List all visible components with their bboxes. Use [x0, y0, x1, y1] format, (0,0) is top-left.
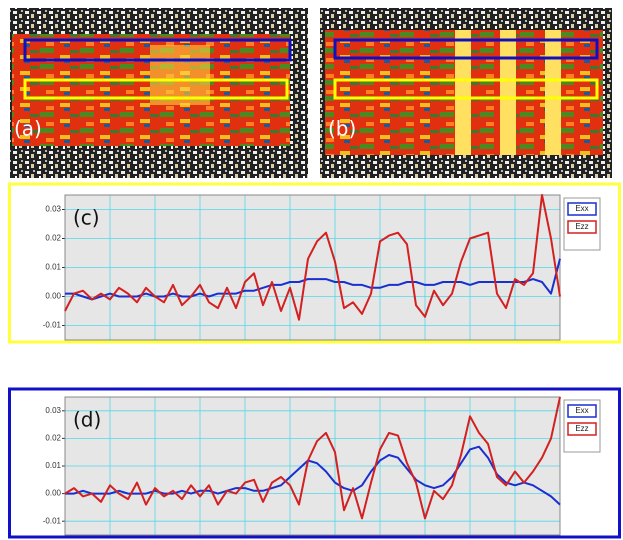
legend-box	[563, 197, 601, 251]
annotation: (d)	[73, 408, 101, 432]
y-tick-label: 0.00	[45, 292, 61, 301]
yellow-region	[23, 78, 289, 100]
blue-region	[23, 38, 292, 62]
panel-label: (b)	[328, 117, 356, 141]
chart-body: -0.01 0.00 0.01 0.02 0.03 Exx Ezz (c)	[43, 194, 601, 341]
y-tick-label: 0.01	[45, 461, 61, 470]
panel-b: (b)	[320, 8, 612, 178]
panel-label: (a)	[14, 117, 42, 141]
y-tick-label: 0.03	[45, 406, 61, 415]
blue-region	[333, 38, 599, 60]
y-tick-label: -0.01	[43, 321, 62, 330]
data-line	[64, 396, 561, 520]
y-tick-label: 0.03	[45, 205, 61, 214]
data-line	[65, 258, 561, 301]
legend-label: Exx	[575, 204, 588, 213]
legend-swatch	[567, 404, 597, 418]
legend-label: Ezz	[575, 424, 588, 433]
hot-band	[545, 30, 561, 155]
legend-swatch	[567, 422, 597, 436]
plot-frame	[64, 396, 561, 536]
hot-band	[500, 30, 516, 155]
legend-swatch	[567, 202, 597, 216]
legend-label: Exx	[575, 406, 588, 415]
y-tick-label: 0.00	[45, 489, 61, 498]
annotation: (c)	[73, 206, 100, 230]
legend-swatch	[567, 220, 597, 234]
legend-label: Ezz	[575, 222, 588, 231]
chart-body: -0.01 0.00 0.01 0.02 0.03 Exx Ezz (d)	[43, 396, 601, 536]
hot-band	[455, 30, 471, 155]
yellow-region	[333, 78, 599, 100]
data-line	[65, 445, 561, 506]
legend-box	[563, 399, 601, 453]
hot-zone	[150, 45, 210, 105]
y-tick-label: 0.01	[45, 263, 61, 272]
plot-frame	[64, 194, 561, 341]
chart: -0.01 0.00 0.01 0.02 0.03 Exx Ezz (d)	[8, 387, 621, 539]
y-tick-label: 0.02	[45, 234, 61, 243]
chart: -0.01 0.00 0.01 0.02 0.03 Exx Ezz (c)	[8, 182, 621, 344]
y-tick-label: 0.02	[45, 434, 61, 443]
data-line	[64, 194, 561, 321]
y-tick-label: -0.01	[43, 516, 62, 525]
panel-a: (a)	[10, 8, 308, 178]
